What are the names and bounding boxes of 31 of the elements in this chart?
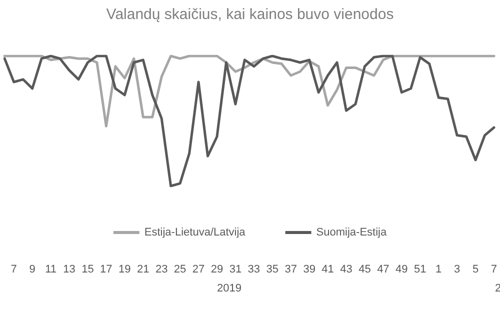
x-tick-label: 7 — [10, 264, 17, 276]
x-tick-label: 3 — [454, 264, 460, 276]
x-tick-label: 7 — [490, 264, 498, 276]
x-tick-label: 49 — [396, 264, 408, 276]
x-tick-label: 17 — [100, 264, 112, 276]
x-tick-label: 15 — [82, 264, 94, 276]
x-tick-label: 47 — [377, 264, 390, 276]
x-tick-label: 27 — [192, 264, 205, 276]
x-tick-label: 1 — [436, 264, 442, 276]
x-tick-label: 31 — [229, 264, 242, 276]
legend-label: Estija-Lietuva/Latvija — [144, 226, 246, 238]
x-tick-label: 19 — [118, 264, 131, 276]
legend-label: Suomija-Estija — [316, 226, 388, 238]
x-tick-label: 23 — [155, 264, 168, 276]
x-tick-label: 33 — [248, 264, 260, 276]
x-tick-label: 13 — [63, 264, 76, 276]
x-tick-label: 9 — [29, 264, 36, 276]
x-tick-label: 51 — [414, 264, 426, 276]
x-tick-label: 41 — [322, 264, 334, 276]
x-tick-label: 45 — [358, 264, 371, 276]
x-tick-label: 37 — [284, 264, 297, 276]
x-tick-label: 5 — [472, 264, 479, 276]
x-tick-label: 43 — [340, 264, 352, 276]
x-tick-label: 11 — [45, 264, 56, 276]
text: 2019 — [216, 282, 242, 294]
x-tick-label: 21 — [136, 264, 150, 276]
x-tick-label: 29 — [210, 264, 224, 276]
x-tick-label: 35 — [266, 264, 279, 276]
x-tick-label: 25 — [174, 264, 186, 276]
x-tick-label: 39 — [303, 264, 316, 276]
chart-title: Valandų skaičius, kai kainos buvo vienodos — [106, 6, 394, 23]
